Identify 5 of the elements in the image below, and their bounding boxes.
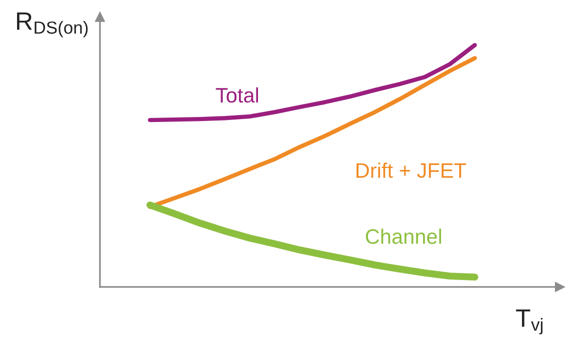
y-axis-title: R$_{DS(on)}$ (17, 12, 88, 38)
series-label: Channel (366, 228, 442, 244)
x-axis-title: T$_{vj}$ (516, 310, 542, 334)
series-label: Drift + JFET (356, 162, 466, 178)
series-label: Total (216, 87, 258, 103)
